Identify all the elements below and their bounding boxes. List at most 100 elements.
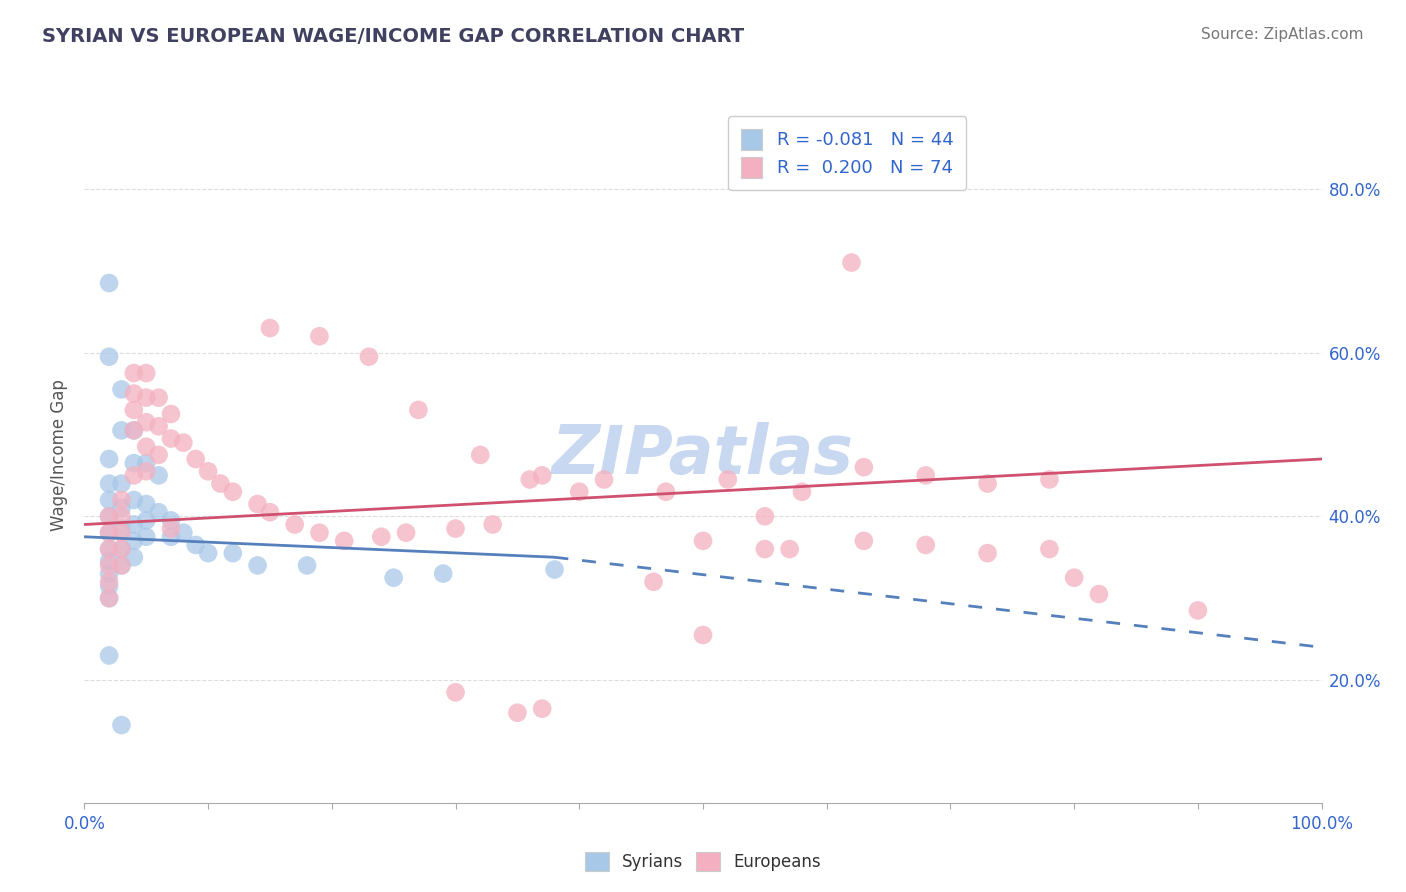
Point bbox=[308, 525, 330, 540]
Point bbox=[110, 558, 132, 573]
Point bbox=[357, 350, 380, 364]
Point bbox=[98, 579, 121, 593]
Point bbox=[790, 484, 813, 499]
Point bbox=[98, 509, 121, 524]
Point bbox=[98, 558, 121, 573]
Point bbox=[160, 530, 183, 544]
Point bbox=[122, 517, 145, 532]
Point bbox=[1038, 542, 1060, 557]
Point bbox=[110, 501, 132, 516]
Point bbox=[98, 591, 121, 606]
Point bbox=[593, 473, 616, 487]
Point bbox=[98, 525, 121, 540]
Point bbox=[259, 505, 281, 519]
Point bbox=[308, 329, 330, 343]
Point bbox=[160, 432, 183, 446]
Point bbox=[110, 558, 132, 573]
Point bbox=[841, 255, 863, 269]
Point bbox=[122, 468, 145, 483]
Point bbox=[135, 513, 157, 527]
Point bbox=[148, 468, 170, 483]
Point bbox=[172, 525, 194, 540]
Point bbox=[160, 407, 183, 421]
Point bbox=[148, 391, 170, 405]
Point bbox=[754, 509, 776, 524]
Point bbox=[135, 415, 157, 429]
Point bbox=[284, 517, 307, 532]
Point bbox=[444, 685, 467, 699]
Point bbox=[333, 533, 356, 548]
Point bbox=[643, 574, 665, 589]
Point bbox=[209, 476, 232, 491]
Text: ZIPatlas: ZIPatlas bbox=[553, 422, 853, 488]
Point bbox=[259, 321, 281, 335]
Point bbox=[481, 517, 503, 532]
Point bbox=[976, 476, 998, 491]
Point bbox=[122, 386, 145, 401]
Legend: Syrians, Europeans: Syrians, Europeans bbox=[578, 846, 828, 878]
Point bbox=[444, 522, 467, 536]
Point bbox=[222, 484, 245, 499]
Text: Source: ZipAtlas.com: Source: ZipAtlas.com bbox=[1201, 27, 1364, 42]
Point bbox=[506, 706, 529, 720]
Point bbox=[222, 546, 245, 560]
Point bbox=[295, 558, 318, 573]
Point bbox=[98, 574, 121, 589]
Point bbox=[122, 366, 145, 380]
Point bbox=[1088, 587, 1111, 601]
Point bbox=[98, 276, 121, 290]
Point bbox=[519, 473, 541, 487]
Point bbox=[110, 542, 132, 557]
Point bbox=[184, 538, 207, 552]
Point bbox=[148, 448, 170, 462]
Point bbox=[98, 350, 121, 364]
Point bbox=[717, 473, 740, 487]
Point bbox=[110, 423, 132, 437]
Point bbox=[1187, 603, 1209, 617]
Point bbox=[172, 435, 194, 450]
Point bbox=[135, 456, 157, 470]
Point bbox=[914, 468, 936, 483]
Point bbox=[98, 492, 121, 507]
Point bbox=[110, 492, 132, 507]
Point bbox=[184, 452, 207, 467]
Point bbox=[370, 530, 392, 544]
Point bbox=[531, 468, 554, 483]
Point bbox=[852, 460, 875, 475]
Point bbox=[122, 423, 145, 437]
Point bbox=[110, 509, 132, 524]
Point bbox=[197, 464, 219, 478]
Point bbox=[197, 546, 219, 560]
Point bbox=[98, 452, 121, 467]
Point bbox=[692, 533, 714, 548]
Point bbox=[98, 566, 121, 581]
Point bbox=[98, 476, 121, 491]
Point bbox=[98, 525, 121, 540]
Y-axis label: Wage/Income Gap: Wage/Income Gap bbox=[51, 379, 69, 531]
Point bbox=[122, 423, 145, 437]
Point bbox=[135, 366, 157, 380]
Point bbox=[779, 542, 801, 557]
Point bbox=[1038, 473, 1060, 487]
Point bbox=[122, 456, 145, 470]
Point bbox=[98, 542, 121, 557]
Point bbox=[110, 718, 132, 732]
Point bbox=[135, 530, 157, 544]
Point bbox=[98, 591, 121, 606]
Text: SYRIAN VS EUROPEAN WAGE/INCOME GAP CORRELATION CHART: SYRIAN VS EUROPEAN WAGE/INCOME GAP CORRE… bbox=[42, 27, 744, 45]
Point bbox=[98, 648, 121, 663]
Point bbox=[852, 533, 875, 548]
Point bbox=[568, 484, 591, 499]
Point bbox=[692, 628, 714, 642]
Point bbox=[110, 542, 132, 557]
Point bbox=[135, 440, 157, 454]
Point bbox=[531, 701, 554, 715]
Point bbox=[160, 513, 183, 527]
Point bbox=[98, 509, 121, 524]
Point bbox=[148, 505, 170, 519]
Point bbox=[110, 476, 132, 491]
Point bbox=[135, 391, 157, 405]
Point bbox=[110, 525, 132, 540]
Point bbox=[122, 533, 145, 548]
Point bbox=[110, 383, 132, 397]
